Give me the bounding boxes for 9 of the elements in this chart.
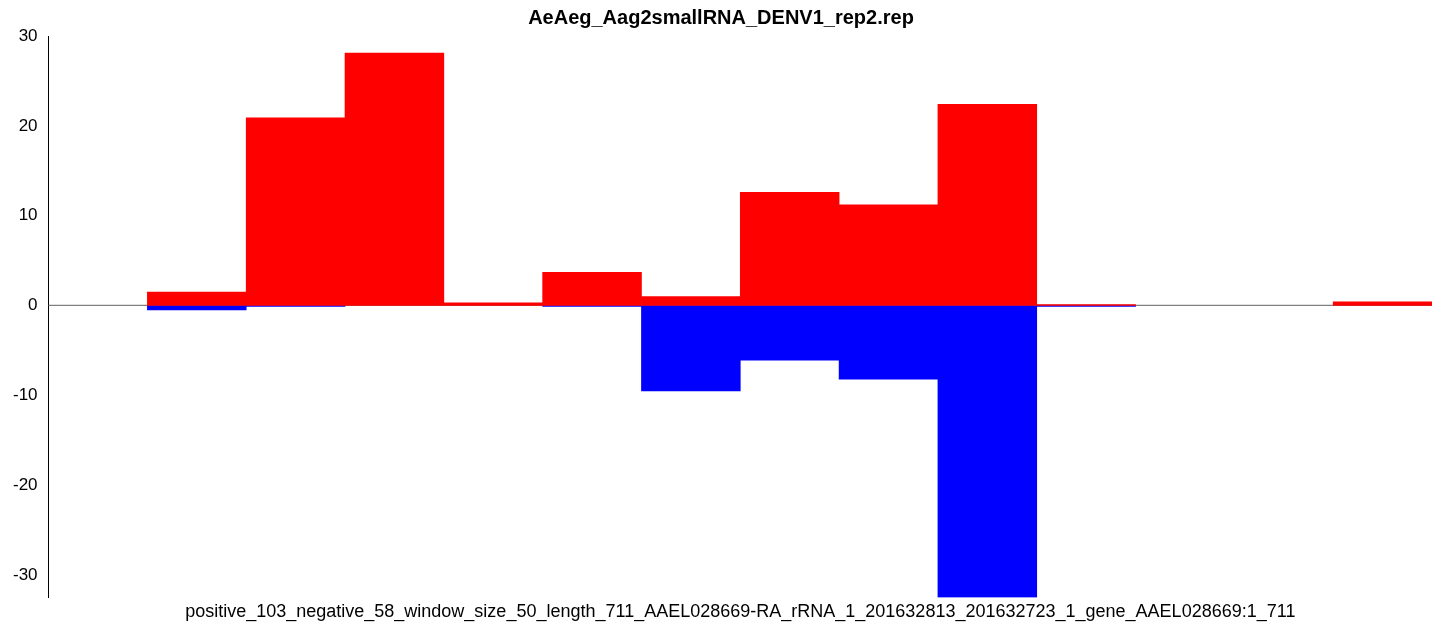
y-tick-label: 20	[18, 115, 38, 135]
x-axis-title: positive_103_negative_58_window_size_50_length_711_AAEL028669-RA_rRNA_1_201632813_201632723_1_gene_AAEL028669:1_711	[185, 601, 1296, 623]
y-tick-label: -30	[12, 564, 38, 584]
y-tick-label: 30	[18, 25, 38, 45]
y-tick-label: -10	[12, 384, 38, 404]
y-tick-label: 10	[18, 205, 38, 225]
chart-title: AeAeg_Aag2smallRNA_DENV1_rep2.rep	[528, 5, 914, 28]
y-tick-label: 0	[28, 295, 38, 315]
y-tick-label: -20	[12, 474, 38, 494]
